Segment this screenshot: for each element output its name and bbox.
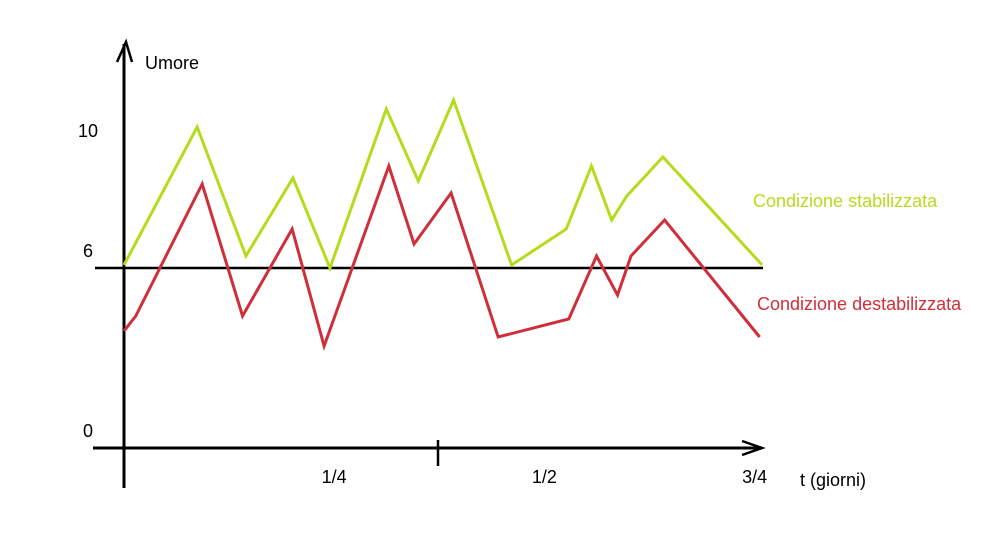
x-axis-title: t (giorni) — [800, 470, 866, 490]
series-label: Condizione stabilizzata — [753, 191, 938, 211]
y-axis-title: Umore — [145, 53, 199, 73]
y-tick-label: 0 — [83, 421, 93, 441]
x-tick-label: 3/4 — [742, 467, 767, 487]
x-tick-label: 1/4 — [322, 467, 347, 487]
x-axis-arrow — [741, 439, 766, 457]
x-tick-label: 1/2 — [532, 467, 557, 487]
series-label: Condizione destabilizzata — [757, 294, 962, 314]
y-axis-arrow — [115, 38, 134, 63]
y-tick-label: 6 — [83, 241, 93, 261]
y-tick-label: 10 — [78, 121, 98, 141]
series-line — [122, 161, 761, 351]
series-line — [122, 95, 764, 273]
